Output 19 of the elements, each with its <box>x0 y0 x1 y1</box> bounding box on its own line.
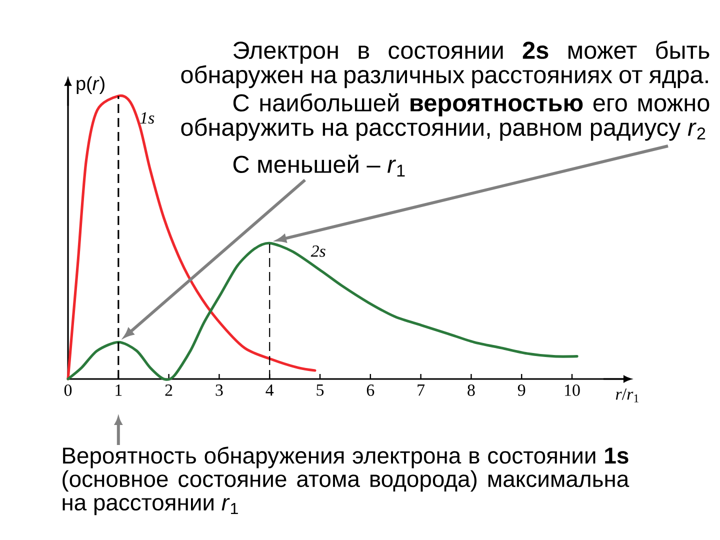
x-tick-label: 0 <box>64 384 72 396</box>
x-tick-label: 3 <box>216 384 223 396</box>
x-tick-label: 7 <box>418 384 425 396</box>
x-tick-label: 5 <box>316 384 324 396</box>
x-tick-label: 9 <box>518 384 526 396</box>
y-axis-title: p(r) <box>76 76 104 94</box>
x-tick-label: 2 <box>165 384 172 396</box>
x-axis-title: r/r$_{1}$ <box>616 388 638 402</box>
series-label: 1s <box>140 112 154 124</box>
annotation: С меньшей – r$_{1}$ <box>233 154 405 177</box>
x-tick-label: 8 <box>468 384 475 396</box>
x-tick-label: 1 <box>116 384 122 396</box>
x-tick-label: 4 <box>266 384 274 396</box>
x-tick-label: 10 <box>565 384 580 396</box>
x-tick-label: 6 <box>366 384 374 396</box>
text: Электрон в состоянии 2s может быть обнаружен на различных расстояниях от ядра. <box>181 40 710 88</box>
annotation: С наибольшей вероятностью его можно обнаружить на расстоянии, равном радиусу r$_{2}$ <box>181 93 710 141</box>
text: Вероятность обнаружения электрона в состоянии 1s (основное состояние атома водорода) максимальна на расстоянии r$_{1}$ <box>62 446 630 516</box>
series-label: 2s <box>310 245 326 257</box>
